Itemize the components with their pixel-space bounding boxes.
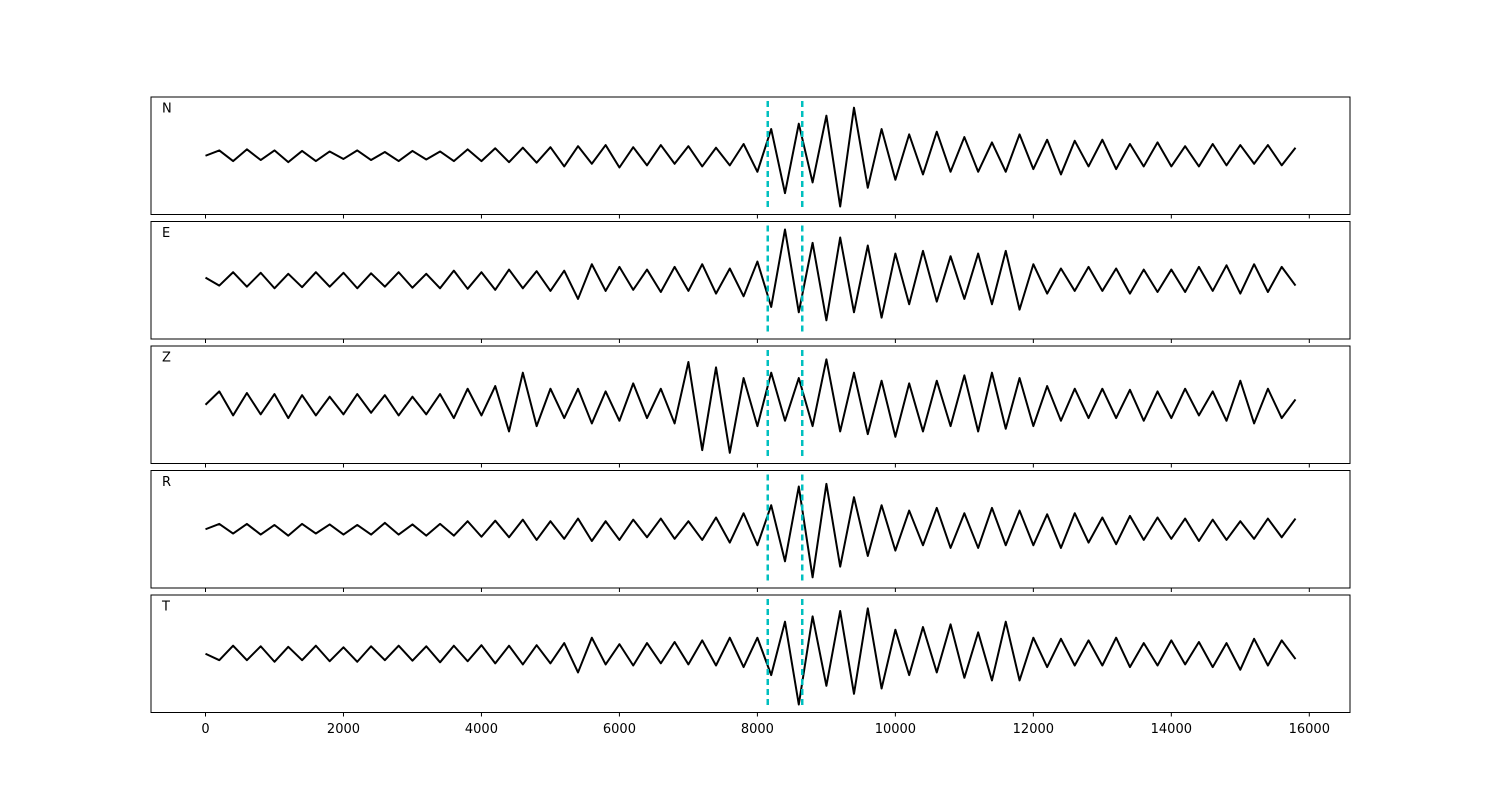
- x-tick-label: 14000: [1151, 722, 1192, 737]
- x-tick-label: 12000: [1013, 722, 1054, 737]
- panel-label: R: [162, 475, 171, 490]
- x-tick-label: 10000: [875, 722, 916, 737]
- x-tick-label: 8000: [741, 722, 774, 737]
- panel-label: E: [162, 226, 170, 241]
- panel-label: T: [161, 600, 170, 615]
- trace-line: [205, 607, 1297, 706]
- panel-frame: [150, 470, 1351, 589]
- x-tick-label: 6000: [603, 722, 636, 737]
- panel-frame: [150, 345, 1351, 464]
- panel-frame: [150, 594, 1351, 713]
- panel-frame: [150, 96, 1351, 215]
- x-tick-label: 0: [201, 722, 209, 737]
- x-tick-label: 4000: [465, 722, 498, 737]
- panel-label: N: [162, 102, 172, 117]
- trace-line: [204, 358, 1297, 454]
- trace-line: [205, 106, 1297, 208]
- x-tick-label: 16000: [1289, 722, 1330, 737]
- x-tick-label: 2000: [327, 722, 360, 737]
- panel-frame: [150, 221, 1351, 340]
- trace-line: [204, 228, 1297, 322]
- trace-line: [205, 482, 1297, 579]
- panel-label: Z: [162, 351, 171, 366]
